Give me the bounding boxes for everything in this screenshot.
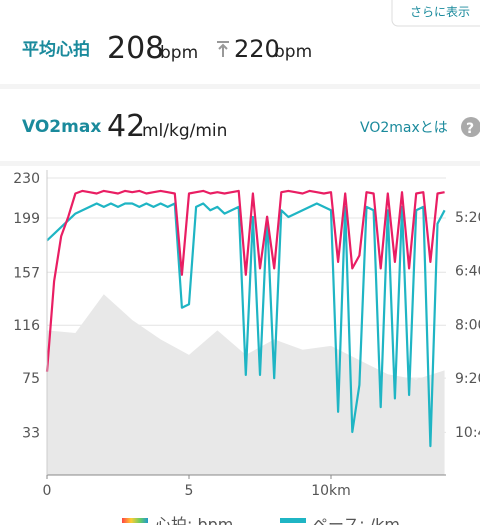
- series-line: [46, 202, 446, 448]
- max-unit: bpm: [274, 42, 312, 62]
- x-tick-label: 5: [185, 483, 194, 499]
- x-tick-label: 0: [43, 483, 52, 499]
- legend-label: ペース: /km: [312, 515, 400, 525]
- y-tick-label: 230: [13, 171, 40, 187]
- y-tick-label: 199: [13, 211, 40, 227]
- y2-tick-label: 5:20: [455, 210, 480, 226]
- y2-tick-label: 9:20: [455, 371, 480, 387]
- y-tick-label: 33: [22, 425, 40, 441]
- y-tick-label: 157: [13, 265, 40, 281]
- vo2-link[interactable]: VO2maxとは: [360, 120, 448, 136]
- vo2-value: 42: [107, 109, 145, 144]
- vo2-card: [0, 89, 480, 161]
- vo2-unit: ml/kg/min: [142, 121, 227, 141]
- x-tick-label: 10km: [311, 483, 351, 499]
- elevation-area: [47, 294, 445, 475]
- more-tab[interactable]: [391, 0, 480, 27]
- avg-label: 平均心拍: [22, 39, 90, 60]
- avg-value: 208: [107, 31, 164, 66]
- max-icon: [217, 41, 229, 57]
- y-tick-label: 75: [22, 371, 40, 387]
- help-mark: ?: [466, 121, 474, 137]
- help-icon[interactable]: [461, 117, 480, 137]
- series-line: [45, 189, 445, 372]
- y-tick-label: 116: [13, 318, 40, 334]
- vo2-label: VO2max: [22, 117, 101, 137]
- y2-tick-label: 8:00: [455, 317, 480, 333]
- hr-legend-swatch: [122, 518, 148, 523]
- legend-label: 心拍: bpm: [155, 515, 233, 525]
- avg-unit: bpm: [160, 43, 198, 63]
- legend-swatch: [280, 518, 306, 523]
- y2-tick-label: 6:40: [455, 264, 480, 280]
- more-link[interactable]: さらに表示: [410, 5, 470, 19]
- y2-tick-label: 10:40: [455, 425, 480, 441]
- max-value: 220: [234, 35, 280, 63]
